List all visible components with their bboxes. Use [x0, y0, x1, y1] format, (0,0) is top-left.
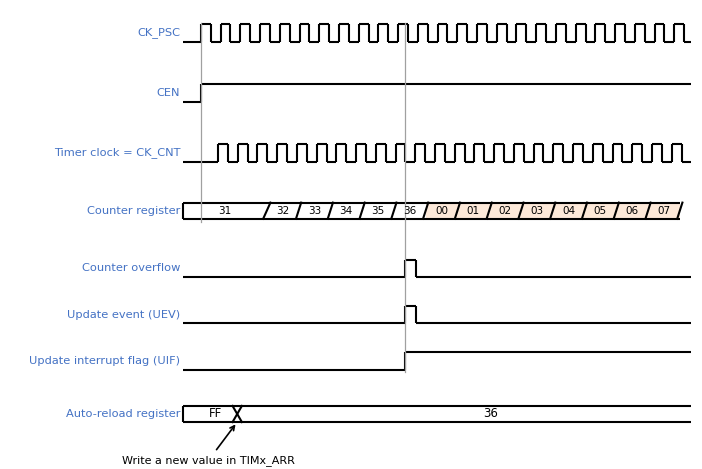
Text: 31: 31: [218, 206, 232, 216]
Text: 02: 02: [498, 206, 512, 216]
Bar: [521, 203, 552, 219]
Text: 05: 05: [594, 206, 607, 216]
Text: 04: 04: [562, 206, 575, 216]
Bar: [298, 203, 331, 219]
Text: 06: 06: [625, 206, 639, 216]
Text: 03: 03: [530, 206, 543, 216]
Bar: [362, 203, 394, 219]
Bar: [489, 203, 521, 219]
Bar: [394, 203, 425, 219]
Text: Write a new value in TIMx_ARR: Write a new value in TIMx_ARR: [122, 426, 295, 466]
Text: 34: 34: [340, 206, 353, 216]
Text: Counter overflow: Counter overflow: [81, 264, 180, 273]
Text: 00: 00: [435, 206, 448, 216]
Bar: [552, 203, 585, 219]
Text: 01: 01: [467, 206, 480, 216]
Text: 36: 36: [403, 206, 416, 216]
Text: 36: 36: [483, 408, 498, 421]
Bar: [267, 203, 298, 219]
Text: Counter register: Counter register: [87, 206, 180, 216]
Text: Update event (UEV): Update event (UEV): [67, 310, 180, 320]
Text: Auto-reload register: Auto-reload register: [65, 409, 180, 419]
Text: CEN: CEN: [157, 88, 180, 98]
Bar: [458, 203, 489, 219]
Text: CK_PSC: CK_PSC: [137, 27, 180, 38]
Text: 32: 32: [276, 206, 289, 216]
Bar: [585, 203, 616, 219]
Text: FF: FF: [208, 408, 222, 421]
Text: 35: 35: [371, 206, 385, 216]
Bar: [425, 203, 458, 219]
Bar: [648, 203, 680, 219]
Text: Timer clock = CK_CNT: Timer clock = CK_CNT: [53, 147, 180, 159]
Text: 33: 33: [308, 206, 321, 216]
Text: Update interrupt flag (UIF): Update interrupt flag (UIF): [29, 356, 180, 366]
Bar: [331, 203, 362, 219]
Bar: [616, 203, 648, 219]
Text: 07: 07: [657, 206, 670, 216]
